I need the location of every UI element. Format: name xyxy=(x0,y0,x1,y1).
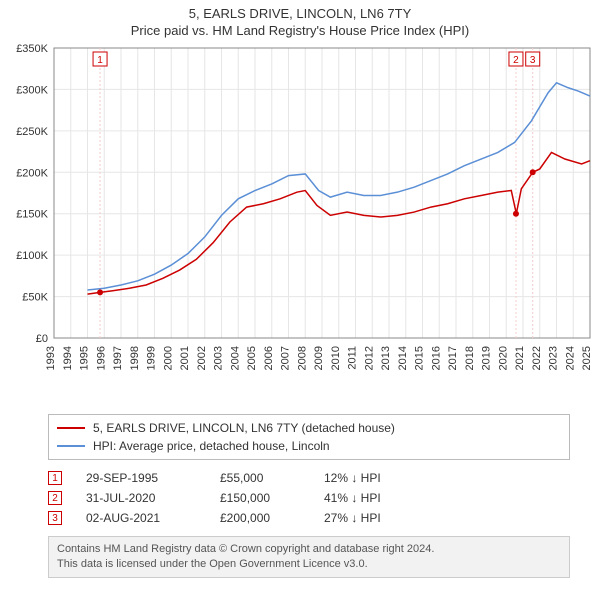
svg-text:2: 2 xyxy=(513,55,519,66)
svg-text:1998: 1998 xyxy=(129,346,141,370)
svg-text:1996: 1996 xyxy=(95,346,107,370)
svg-text:1993: 1993 xyxy=(45,346,57,370)
svg-text:2023: 2023 xyxy=(548,346,560,370)
svg-text:3: 3 xyxy=(530,55,536,66)
sale-price-1: £55,000 xyxy=(220,471,300,485)
svg-text:2022: 2022 xyxy=(531,346,543,370)
sale-marker-1: 1 xyxy=(48,471,62,485)
svg-text:£300K: £300K xyxy=(16,84,48,96)
svg-text:2021: 2021 xyxy=(514,346,526,370)
svg-text:1995: 1995 xyxy=(79,346,91,370)
sale-row-2: 2 31-JUL-2020 £150,000 41% ↓ HPI xyxy=(48,488,570,508)
title-address: 5, EARLS DRIVE, LINCOLN, LN6 7TY xyxy=(0,6,600,21)
svg-text:£350K: £350K xyxy=(16,43,48,55)
chart-svg: £0 £50K £100K £150K £200K £250K £300K £350K 1993… xyxy=(0,38,600,408)
svg-text:2025: 2025 xyxy=(581,346,593,370)
svg-text:£0: £0 xyxy=(36,333,48,345)
svg-text:2011: 2011 xyxy=(347,346,359,370)
svg-text:1: 1 xyxy=(97,55,103,66)
sales-table: 1 29-SEP-1995 £55,000 12% ↓ HPI 2 31-JUL… xyxy=(48,468,570,528)
legend-swatch-price-paid xyxy=(57,427,85,429)
sale-date-3: 02-AUG-2021 xyxy=(86,511,196,525)
svg-text:£150K: £150K xyxy=(16,209,48,221)
svg-text:2000: 2000 xyxy=(162,346,174,370)
svg-text:2017: 2017 xyxy=(447,346,459,370)
title-subtitle: Price paid vs. HM Land Registry's House … xyxy=(0,23,600,38)
legend-box: 5, EARLS DRIVE, LINCOLN, LN6 7TY (detach… xyxy=(48,414,570,460)
sale-marker-3: 3 xyxy=(48,511,62,525)
legend-row-hpi: HPI: Average price, detached house, Linc… xyxy=(57,437,561,455)
svg-text:2016: 2016 xyxy=(430,346,442,370)
legend-label-hpi: HPI: Average price, detached house, Linc… xyxy=(93,437,330,455)
sale-row-1: 1 29-SEP-1995 £55,000 12% ↓ HPI xyxy=(48,468,570,488)
sale-price-3: £200,000 xyxy=(220,511,300,525)
footer-line1: Contains HM Land Registry data © Crown c… xyxy=(57,542,561,557)
svg-text:1997: 1997 xyxy=(112,346,124,370)
svg-text:£100K: £100K xyxy=(16,250,48,262)
svg-text:2007: 2007 xyxy=(280,346,292,370)
svg-text:2004: 2004 xyxy=(229,346,241,370)
svg-text:2005: 2005 xyxy=(246,346,258,370)
sale-date-1: 29-SEP-1995 xyxy=(86,471,196,485)
svg-text:2002: 2002 xyxy=(196,346,208,370)
svg-text:2015: 2015 xyxy=(414,346,426,370)
chart-area: £0 £50K £100K £150K £200K £250K £300K £350K 1993… xyxy=(0,38,600,408)
sale-diff-1: 12% ↓ HPI xyxy=(324,471,424,485)
svg-text:2006: 2006 xyxy=(263,346,275,370)
svg-text:2012: 2012 xyxy=(363,346,375,370)
svg-text:2008: 2008 xyxy=(296,346,308,370)
sale-diff-2: 41% ↓ HPI xyxy=(324,491,424,505)
svg-text:£200K: £200K xyxy=(16,167,48,179)
legend-label-price-paid: 5, EARLS DRIVE, LINCOLN, LN6 7TY (detach… xyxy=(93,419,395,437)
svg-text:2014: 2014 xyxy=(397,346,409,370)
svg-text:2020: 2020 xyxy=(497,346,509,370)
svg-text:1999: 1999 xyxy=(146,346,158,370)
sale-date-2: 31-JUL-2020 xyxy=(86,491,196,505)
svg-text:2001: 2001 xyxy=(179,346,191,370)
legend-row-price-paid: 5, EARLS DRIVE, LINCOLN, LN6 7TY (detach… xyxy=(57,419,561,437)
sale-row-3: 3 02-AUG-2021 £200,000 27% ↓ HPI xyxy=(48,508,570,528)
sale-price-2: £150,000 xyxy=(220,491,300,505)
sale-marker-2: 2 xyxy=(48,491,62,505)
svg-text:2019: 2019 xyxy=(481,346,493,370)
sale-diff-3: 27% ↓ HPI xyxy=(324,511,424,525)
legend-swatch-hpi xyxy=(57,445,85,447)
svg-text:2010: 2010 xyxy=(330,346,342,370)
svg-text:2009: 2009 xyxy=(313,346,325,370)
svg-text:2018: 2018 xyxy=(464,346,476,370)
svg-text:£250K: £250K xyxy=(16,126,48,138)
svg-text:1994: 1994 xyxy=(62,346,74,370)
svg-text:2024: 2024 xyxy=(564,346,576,370)
footer-note: Contains HM Land Registry data © Crown c… xyxy=(48,536,570,578)
svg-text:£50K: £50K xyxy=(22,292,48,304)
footer-line2: This data is licensed under the Open Gov… xyxy=(57,557,561,572)
svg-text:2013: 2013 xyxy=(380,346,392,370)
chart-title-block: 5, EARLS DRIVE, LINCOLN, LN6 7TY Price p… xyxy=(0,0,600,38)
svg-text:2003: 2003 xyxy=(213,346,225,370)
